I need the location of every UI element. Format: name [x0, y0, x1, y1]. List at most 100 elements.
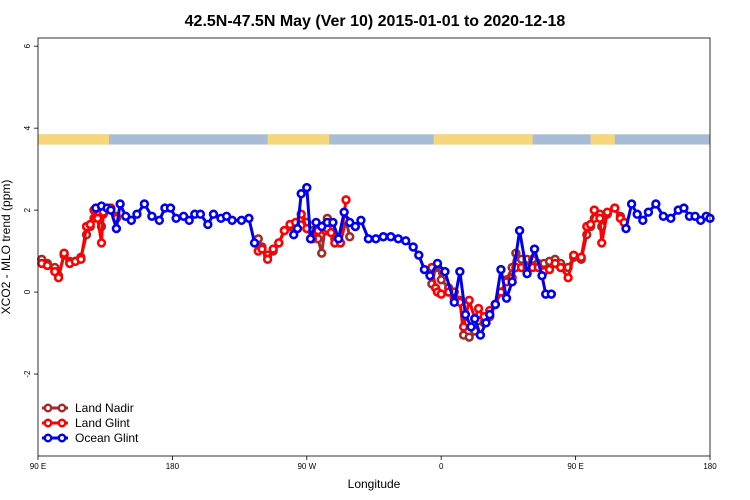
ocean-glint-point [485, 309, 495, 320]
land-glint-point [602, 207, 613, 217]
ocean-glint-point [514, 225, 525, 236]
ocean-glint-point [356, 215, 366, 226]
land-glint-point [268, 244, 278, 254]
ocean-glint-point [203, 219, 213, 230]
ocean-glint-point [132, 209, 142, 219]
legend-label-ocean-glint: Ocean Glint [75, 431, 139, 445]
land-glint-point [93, 213, 103, 224]
land-glint-point [458, 322, 469, 332]
legend-label-land-nadir: Land Nadir [75, 401, 134, 415]
ocean-glint-point [455, 266, 465, 277]
y-tick-label: -2 [23, 370, 32, 378]
ocean-glint-point [195, 209, 206, 219]
legend-marker-land-nadir [57, 403, 67, 413]
ocean-glint-point [393, 234, 403, 244]
ocean-glint-segment [443, 271, 456, 303]
ocean-glint-point [501, 293, 512, 303]
ocean-glint-segment [499, 269, 509, 299]
ocean-glint-point [626, 199, 637, 209]
ocean-glint-point [522, 268, 532, 279]
x-tick-label: 180 [703, 462, 717, 471]
ocean-glint-point [470, 314, 480, 324]
ocean-glint-point [126, 215, 137, 226]
land-band-segment [38, 134, 109, 145]
ocean-glint-segment [458, 271, 467, 315]
land-band-segment [590, 134, 615, 145]
ocean-glint-point [401, 236, 411, 246]
ocean-glint-point [249, 238, 260, 248]
plot-frame [37, 37, 711, 457]
land-glint-point [597, 238, 607, 248]
ocean-glint-segment [295, 193, 303, 229]
land-nadir-point [464, 332, 474, 342]
land-nadir-point [317, 248, 327, 258]
ocean-glint-point [386, 232, 396, 242]
ocean-glint-point [529, 244, 540, 254]
land-band-segment [267, 134, 330, 145]
x-tick-label: 90 W [297, 462, 316, 471]
ocean-glint-point [496, 264, 506, 275]
ocean-glint-segment [452, 271, 462, 303]
ocean-glint-point [507, 277, 517, 287]
legend-label-land-glint: Land Glint [75, 416, 130, 430]
ocean-glint-point [350, 221, 361, 232]
ocean-glint-point [666, 213, 676, 224]
ocean-glint-point [621, 223, 631, 234]
land-glint-point [262, 254, 273, 264]
x-tick-label: 180 [166, 462, 180, 471]
ocean-glint-point [154, 215, 165, 226]
y-axis: -2 0 2 4 6 [23, 43, 38, 378]
y-tick-label: 6 [23, 43, 32, 48]
ocean-glint-point [292, 223, 303, 234]
land-glint-point [96, 238, 107, 248]
ocean-glint-point [481, 318, 491, 328]
ocean-glint-point [333, 234, 344, 244]
ocean-glint-point [432, 258, 443, 269]
land-glint-point [85, 219, 95, 230]
y-tick-label: 2 [23, 207, 32, 212]
x-tick-label: 0 [439, 462, 444, 471]
y-tick-label: 4 [23, 125, 32, 130]
land-nadir-point [345, 232, 355, 242]
ocean-glint-point [658, 211, 669, 221]
x-axis-label: Longitude [348, 477, 401, 491]
ocean-glint-point [244, 213, 254, 224]
ocean-glint-segment [518, 230, 529, 274]
ocean-glint-point [296, 189, 306, 199]
series-layer [37, 182, 715, 342]
land-nadir-point [436, 275, 446, 285]
ocean-glint-point [537, 270, 547, 281]
land-glint-point [59, 248, 69, 258]
ocean-glint-point [328, 217, 338, 228]
land-glint-point [76, 254, 86, 264]
ocean-glint-point [475, 330, 486, 340]
ocean-glint-point [208, 209, 219, 219]
ocean-glint-point [440, 266, 450, 277]
land-glint-point [42, 260, 53, 271]
ocean-glint-segment [493, 269, 503, 305]
land-glint-point [576, 252, 586, 262]
ocean-glint-point [147, 211, 157, 221]
ocean-glint-point [449, 297, 459, 308]
ocean-glint-point [460, 309, 471, 320]
ocean-glint-point [371, 234, 381, 244]
land-glint-point [595, 213, 605, 224]
ocean-glint-point [378, 232, 389, 242]
y-tick-label: 0 [23, 289, 32, 294]
land-glint-point [53, 273, 64, 283]
ocean-glint-point [139, 199, 150, 209]
x-tick-label: 90 E [567, 462, 583, 471]
legend-marker-land-glint [43, 418, 53, 428]
ocean-band [38, 134, 710, 145]
land-glint-point [544, 264, 555, 275]
land-glint-point [569, 250, 579, 260]
land-glint-point [563, 273, 573, 283]
ocean-glint-point [466, 322, 476, 332]
ocean-glint-point [115, 199, 125, 209]
legend-marker-ocean-glint [57, 433, 67, 443]
land-band-segment [433, 134, 533, 145]
ocean-glint-point [302, 182, 312, 193]
ocean-glint-point [419, 264, 430, 275]
legend-marker-land-nadir [43, 403, 53, 413]
